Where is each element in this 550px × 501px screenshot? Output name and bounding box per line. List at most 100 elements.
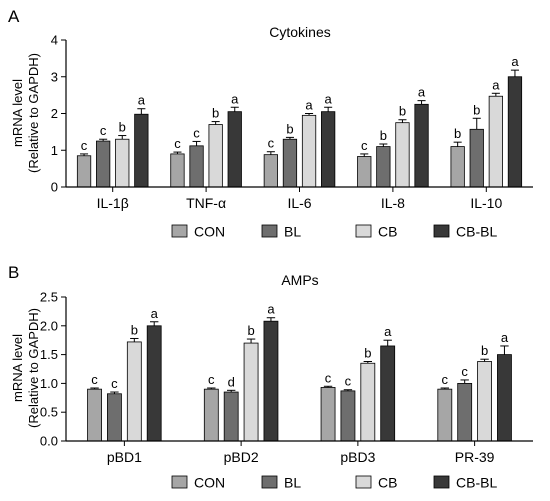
bar-bl-pBD3 <box>340 390 356 442</box>
bar-cb-IL-1β <box>115 138 130 188</box>
bar-cb-IL-10 <box>488 95 503 188</box>
significance-letter: b <box>119 120 126 135</box>
y-axis-label-line1: mRNA level <box>10 79 25 147</box>
chart-title: AMPs <box>281 272 318 288</box>
bar-con-pBD2 <box>203 388 219 442</box>
significance-letter: a <box>501 330 509 345</box>
legend-swatch-con <box>171 224 188 238</box>
panel-a: A Cytokines mRNA level (Relative to GAPD… <box>8 7 533 240</box>
bar-cb-bl-pBD1 <box>146 325 162 442</box>
significance-letter: a <box>325 91 333 106</box>
significance-letter: a <box>384 324 392 339</box>
legend-swatch-cb <box>355 475 372 489</box>
legend-label-con: CON <box>194 224 225 240</box>
legend-swatch-bl <box>261 224 278 238</box>
significance-letter: c <box>325 370 332 385</box>
y-tick-label: 1.0 <box>40 376 58 391</box>
bar-bl-IL-10 <box>469 128 484 188</box>
bar-bl-TNF-α <box>189 145 204 188</box>
significance-letter: b <box>212 106 219 121</box>
x-tick-label: PR-39 <box>455 449 495 465</box>
bar-cb-bl-IL-1β <box>134 113 149 188</box>
bar-cb-TNF-α <box>208 124 223 188</box>
bar-cb-bl-IL-8 <box>414 103 429 188</box>
bar-cb-bl-pBD3 <box>380 345 396 442</box>
x-axis-ticks: pBD1 pBD2 pBD3 PR-39 <box>107 441 495 465</box>
y-tick-label: 0.0 <box>40 434 58 449</box>
legend: CON BL CB CB-BL <box>171 475 497 491</box>
significance-letter: a <box>138 93 146 108</box>
y-tick-label: 0.5 <box>40 405 58 420</box>
panel-label: B <box>8 263 19 282</box>
legend-label-cb: CB <box>378 224 397 240</box>
bar-cb-PR-39 <box>477 361 492 442</box>
significance-letter: a <box>511 54 519 69</box>
bar-cb-IL-6 <box>301 114 317 188</box>
legend-label-con: CON <box>194 475 225 491</box>
x-tick-label: pBD3 <box>340 449 375 465</box>
significance-letter: b <box>364 346 371 361</box>
bar-cb-pBD3 <box>360 362 376 442</box>
significance-letter: d <box>228 374 235 389</box>
bar-con-TNF-α <box>170 153 185 188</box>
bar-con-pBD1 <box>87 388 102 442</box>
significance-letter: b <box>380 128 387 143</box>
legend-swatch-cb <box>355 224 372 238</box>
significance-letter: c <box>193 125 200 140</box>
bar-con-IL-1β <box>76 155 92 188</box>
y-axis-ticks: 0.0 0.5 1.0 1.5 2.0 2.5 <box>40 290 66 449</box>
legend-label-cb: CB <box>378 475 397 491</box>
y-tick-label: 2.5 <box>40 290 58 305</box>
significance-letter: a <box>267 302 275 317</box>
bar-con-PR-39 <box>437 388 453 442</box>
legend: CON BL CB CB-BL <box>171 224 497 240</box>
bar-bl-pBD2 <box>223 391 239 442</box>
axes <box>65 297 533 442</box>
x-tick-label: TNF-α <box>186 195 226 211</box>
y-axis-label-line2: (Relative to GAPDH) <box>26 308 41 428</box>
bar-cb-bl-IL-6 <box>321 111 336 188</box>
significance-letter: c <box>91 372 98 387</box>
significance-letter: c <box>111 376 118 391</box>
y-tick-label: 0 <box>51 180 58 195</box>
significance-letter: c <box>268 136 275 151</box>
bar-bl-pBD1 <box>107 393 122 442</box>
legend-label-bl: BL <box>284 475 301 491</box>
x-axis-ticks: IL-1β TNF-α IL-6 IL-8 IL-10 <box>97 187 502 211</box>
significance-letter: a <box>305 98 313 113</box>
legend-swatch-bl <box>261 475 278 489</box>
legend-swatch-cb-bl <box>433 224 450 238</box>
significance-letter: b <box>286 121 293 136</box>
bar-cb-pBD2 <box>243 342 259 442</box>
bar-cb-IL-8 <box>395 122 410 188</box>
x-tick-label: pBD1 <box>107 449 142 465</box>
significance-letter: a <box>492 77 500 92</box>
significance-letter: a <box>231 91 239 106</box>
chart-title: Cytokines <box>269 24 330 40</box>
x-tick-label: IL-10 <box>470 195 502 211</box>
significance-letter: c <box>361 138 368 153</box>
panel-label: A <box>8 7 20 26</box>
legend-label-cb-bl: CB-BL <box>456 224 497 240</box>
y-tick-label: 2.0 <box>40 318 58 333</box>
panel-b: B AMPs mRNA level (Relative to GAPDH) 0.… <box>8 263 533 491</box>
bar-bl-IL-6 <box>282 138 298 188</box>
x-tick-label: IL-1β <box>97 195 129 211</box>
significance-letter: c <box>345 374 352 389</box>
significance-letter: c <box>208 372 215 387</box>
y-axis-label-line1: mRNA level <box>10 334 25 402</box>
significance-letter: b <box>399 104 406 119</box>
significance-letter: a <box>151 306 159 321</box>
bar-cb-bl-TNF-α <box>227 111 242 188</box>
legend-label-cb-bl: CB-BL <box>456 475 497 491</box>
y-tick-label: 1 <box>51 143 58 158</box>
bar-bl-PR-39 <box>457 382 473 442</box>
bar-con-IL-8 <box>357 156 372 188</box>
significance-letter: b <box>131 322 138 337</box>
significance-letter: b <box>473 102 480 117</box>
y-axis-label-line2: (Relative to GAPDH) <box>26 53 41 173</box>
bar-con-IL-6 <box>263 154 278 188</box>
